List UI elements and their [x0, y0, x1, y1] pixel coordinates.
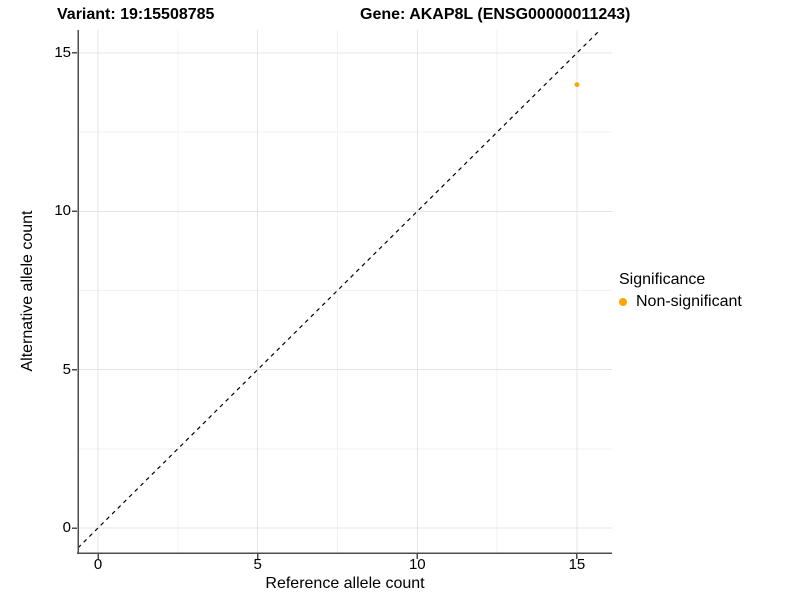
legend-title: Significance	[619, 271, 706, 288]
plot-title-gene: Gene: AKAP8L (ENSG00000011243)	[360, 6, 631, 23]
x-tick-label: 5	[253, 556, 262, 573]
y-tick-label: 5	[62, 360, 71, 378]
identity-dashed-line	[77, 29, 601, 549]
y-tick-label: 10	[54, 202, 71, 220]
x-tick-label: 0	[93, 556, 103, 573]
y-tick-label: 0	[62, 519, 71, 536]
legend-item-non-significant: Non-significant	[619, 293, 742, 311]
x-axis-title: Reference allele count	[265, 575, 425, 592]
data-point	[574, 82, 580, 88]
plot-title-variant: Variant: 19:15508785	[57, 6, 215, 23]
y-tick-label: 15	[54, 43, 71, 61]
x-tick-label: 15	[568, 556, 586, 573]
y-axis-title: Alternative allele count	[19, 210, 36, 372]
legend: Significance Non-significant	[619, 271, 742, 311]
legend-item-label: Non-significant	[636, 293, 742, 310]
x-tick-label: 10	[408, 556, 426, 573]
legend-point-icon	[619, 298, 627, 306]
